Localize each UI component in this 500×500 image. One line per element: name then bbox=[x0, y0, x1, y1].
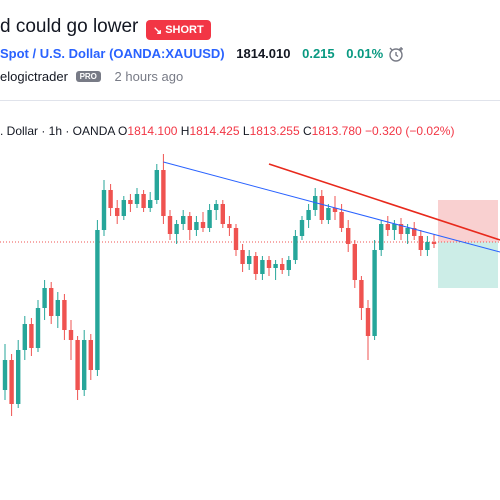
candle-body bbox=[167, 216, 173, 234]
candle-body bbox=[161, 170, 166, 216]
legend-o-label: O bbox=[118, 124, 128, 138]
candle-body bbox=[207, 210, 212, 228]
candle-body bbox=[431, 242, 437, 244]
candle-body bbox=[372, 250, 377, 336]
candle-body bbox=[286, 260, 291, 270]
candle-body bbox=[418, 236, 423, 250]
candle-body bbox=[49, 288, 54, 316]
legend-c-label: C bbox=[302, 124, 312, 138]
candle-body bbox=[148, 200, 153, 208]
candle-body bbox=[365, 308, 371, 336]
legend-symbol: . Dollar · 1h · OANDA bbox=[0, 124, 115, 138]
candle-body bbox=[306, 210, 311, 220]
author-name[interactable]: elogictrader bbox=[0, 69, 68, 84]
candle-body bbox=[214, 204, 219, 210]
candle-body bbox=[82, 340, 87, 390]
candle-body bbox=[240, 250, 245, 264]
short-badge-label: SHORT bbox=[165, 24, 204, 36]
candle-body bbox=[253, 256, 258, 274]
symbol-change: 0.215 bbox=[302, 46, 335, 61]
candle-body bbox=[108, 190, 113, 208]
candle-body bbox=[22, 324, 27, 350]
candle-body bbox=[220, 204, 225, 224]
author-row: elogictrader PRO 2 hours ago bbox=[0, 69, 183, 84]
divider bbox=[0, 100, 500, 101]
candle-body bbox=[200, 222, 206, 228]
short-badge[interactable]: ↘ SHORT bbox=[146, 20, 211, 40]
candle-body bbox=[326, 208, 331, 220]
candle-body bbox=[260, 260, 265, 274]
candle-body bbox=[55, 300, 60, 316]
candle-body bbox=[115, 208, 120, 216]
candle-body bbox=[352, 244, 357, 280]
legend-l-value: 1813.255 bbox=[249, 124, 300, 138]
candle-body bbox=[346, 228, 351, 244]
candle-body bbox=[425, 242, 430, 250]
legend-h-value: 1814.425 bbox=[189, 124, 240, 138]
candle-body bbox=[398, 224, 404, 234]
legend-l-label: L bbox=[242, 124, 250, 138]
candle-body bbox=[62, 300, 67, 330]
candle-body bbox=[9, 360, 14, 404]
candle-body bbox=[299, 220, 305, 236]
pro-badge: PRO bbox=[75, 71, 101, 82]
candle-body bbox=[174, 224, 179, 234]
candle-body bbox=[134, 194, 140, 204]
candle-body bbox=[392, 224, 397, 230]
symbol-link[interactable]: Spot / U.S. Dollar (OANDA:XAUUSD) bbox=[0, 46, 225, 61]
candle-body bbox=[68, 330, 74, 340]
legend-o-value: 1814.100 bbox=[127, 124, 178, 138]
alarm-clock-plus-icon[interactable] bbox=[386, 44, 406, 64]
candle-body bbox=[75, 340, 80, 390]
candle-body bbox=[88, 340, 93, 370]
arrow-down-right-icon: ↘ bbox=[153, 24, 163, 37]
symbol-price: 1814.010 bbox=[236, 46, 291, 61]
candle-body bbox=[379, 224, 384, 250]
candle-body bbox=[29, 324, 34, 348]
red-trendline bbox=[268, 163, 500, 241]
take-profit-zone bbox=[438, 242, 498, 288]
candle-body bbox=[385, 224, 390, 230]
candle-body bbox=[121, 200, 126, 216]
ohlc-legend: . Dollar · 1h · OANDA O1814.100 H1814.42… bbox=[0, 124, 454, 138]
blue-trendline bbox=[163, 161, 500, 253]
candle-body bbox=[2, 360, 8, 390]
candle-body bbox=[266, 260, 272, 268]
candle-body bbox=[187, 216, 192, 230]
candle-body bbox=[405, 228, 410, 234]
candle-body bbox=[42, 288, 47, 308]
candle-body bbox=[280, 264, 285, 270]
candle-body bbox=[319, 196, 324, 220]
candle-body bbox=[16, 350, 21, 404]
candle-body bbox=[128, 200, 133, 204]
candle-body bbox=[332, 208, 338, 212]
price-chart[interactable] bbox=[0, 140, 500, 500]
candle-body bbox=[227, 224, 232, 228]
candle-body bbox=[95, 230, 100, 370]
candle-body bbox=[247, 256, 252, 264]
symbol-row: Spot / U.S. Dollar (OANDA:XAUUSD) 1814.0… bbox=[0, 46, 383, 61]
publish-time: 2 hours ago bbox=[114, 69, 184, 84]
candle-body bbox=[141, 194, 146, 208]
symbol-change-pct: 0.01% bbox=[346, 46, 384, 61]
candle-body bbox=[412, 228, 417, 236]
candle-body bbox=[293, 236, 298, 260]
candle-body bbox=[194, 222, 199, 230]
candle-body bbox=[359, 280, 364, 308]
legend-c-value: 1813.780 bbox=[311, 124, 362, 138]
candle-body bbox=[233, 228, 239, 250]
candle-body bbox=[154, 170, 159, 200]
candle-body bbox=[181, 216, 186, 224]
candle-body bbox=[273, 264, 278, 268]
candle-body bbox=[339, 212, 344, 228]
idea-title: d could go lower bbox=[0, 16, 139, 37]
candle-body bbox=[35, 308, 41, 348]
legend-change: −0.320 (−0.02%) bbox=[365, 124, 455, 138]
legend-h-label: H bbox=[180, 124, 190, 138]
candle-body bbox=[101, 190, 107, 230]
stop-loss-zone bbox=[438, 200, 498, 242]
